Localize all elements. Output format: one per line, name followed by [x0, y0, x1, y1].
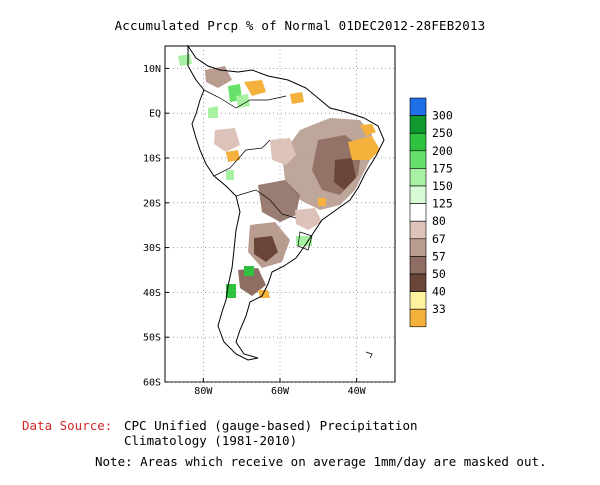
falkland-islands: [365, 351, 373, 359]
x-tick-label: 60W: [271, 386, 290, 397]
south-america-coastline: [187, 44, 385, 361]
x-tick-label: 40W: [348, 386, 367, 397]
x-tick-label: 80W: [194, 386, 213, 397]
legend-swatch: [409, 220, 427, 240]
legend-swatch: [409, 132, 427, 152]
y-tick-label: 30S: [143, 243, 161, 254]
dry-anomaly-shading: [205, 66, 372, 296]
country-border: [203, 89, 287, 109]
y-tick-label: 10N: [143, 64, 161, 75]
y-tick-label: 10S: [143, 154, 161, 165]
legend-swatch: [409, 273, 427, 292]
data-source-text: CPC Unified (gauge-based) Precipitation …: [124, 418, 418, 448]
legend-swatch: [409, 150, 427, 169]
legend-swatch: [409, 185, 427, 204]
legend-label: 150: [432, 179, 453, 193]
data-source-label: Data Source:: [22, 418, 113, 433]
legend-label: 57: [432, 249, 446, 263]
legend-label: 250: [432, 126, 453, 140]
data-source-line-1: CPC Unified (gauge-based) Precipitation: [124, 418, 418, 433]
legend-label: 125: [432, 197, 453, 211]
legend-label: 200: [432, 144, 453, 158]
chart-title: Accumulated Prcp % of Normal 01DEC2012-2…: [114, 18, 486, 33]
legend-label: 40: [432, 285, 446, 299]
legend-swatch: [409, 291, 427, 310]
y-tick-label: 50S: [143, 333, 161, 344]
very-dry-anomaly-shading: [226, 80, 380, 298]
y-tick-label: 60S: [143, 378, 161, 389]
country-border: [235, 189, 297, 219]
legend-label: 67: [432, 232, 446, 246]
legend-swatch: [409, 256, 427, 275]
legend-label: 300: [432, 109, 453, 123]
y-tick-label: 40S: [143, 288, 161, 299]
data-source-line-2: Climatology (1981-2010): [124, 433, 298, 448]
y-tick-label: 20S: [143, 198, 161, 209]
legend-swatch: [409, 168, 427, 187]
legend-swatch: [409, 115, 427, 134]
legend-label: 50: [432, 267, 446, 281]
legend-label: 175: [432, 161, 453, 175]
country-border: [297, 231, 313, 251]
y-tick-label: EQ: [149, 109, 161, 120]
legend-label: 80: [432, 214, 446, 228]
legend-swatch: [409, 238, 427, 257]
legend-swatch: [409, 97, 427, 116]
legend-swatch: [409, 308, 427, 328]
legend-swatch: [409, 203, 427, 222]
country-border: [213, 139, 271, 177]
mask-note: Note: Areas which receive on average 1mm…: [95, 454, 547, 469]
legend-label: 33: [432, 302, 446, 316]
legend-colorbar: 300 250 200 175 150 125 80 67 57 50 40 33: [409, 97, 453, 328]
wet-anomaly-shading: [178, 54, 312, 298]
axis-ticks: 80W 60W 40W 10N EQ 10S 20S 30S 40S 50S 60S: [143, 64, 367, 397]
